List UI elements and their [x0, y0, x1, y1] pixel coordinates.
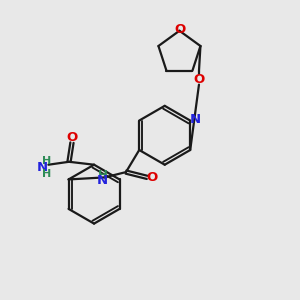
- Text: O: O: [147, 171, 158, 184]
- Text: O: O: [174, 23, 186, 36]
- Text: O: O: [193, 73, 205, 86]
- Text: N: N: [190, 113, 201, 126]
- Text: H: H: [42, 169, 52, 178]
- Text: N: N: [97, 174, 108, 188]
- Text: N: N: [36, 160, 47, 174]
- Text: H: H: [42, 156, 52, 166]
- Text: H: H: [98, 169, 107, 182]
- Text: O: O: [66, 131, 78, 144]
